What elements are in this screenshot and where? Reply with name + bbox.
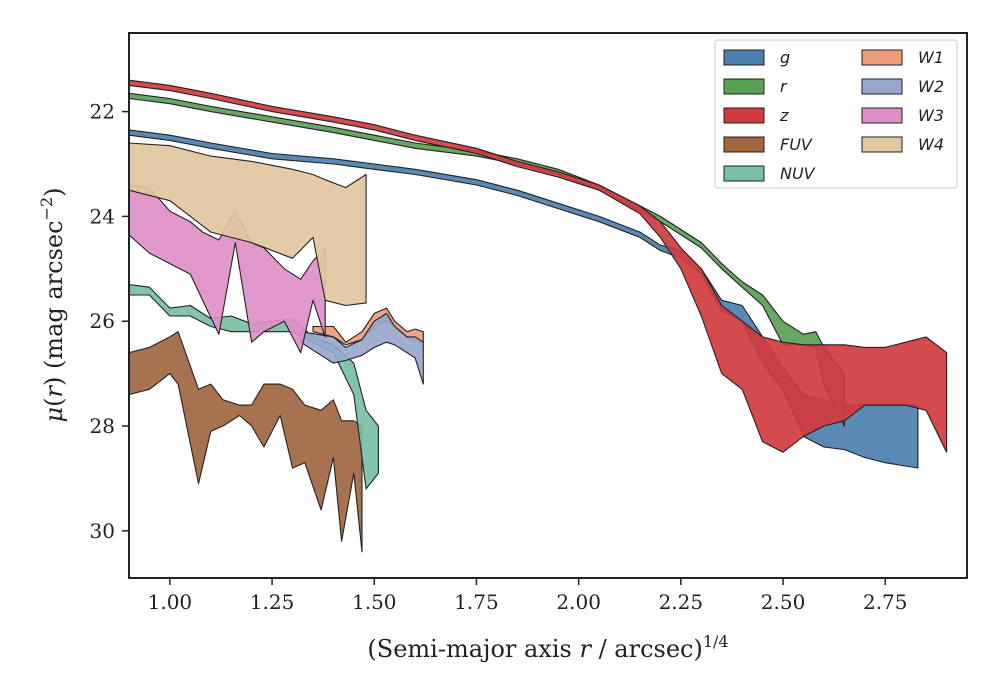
band-w3 xyxy=(128,184,326,354)
legend-swatch-w2 xyxy=(861,78,903,95)
y-tick-label: 22 xyxy=(90,100,115,124)
legend-swatch-z xyxy=(723,107,765,124)
legend-label-g: g xyxy=(780,48,790,67)
band-r xyxy=(128,92,845,427)
legend-swatch-w1 xyxy=(861,49,903,66)
legend-label-fuv: FUV xyxy=(780,135,813,154)
x-tick-label: 2.50 xyxy=(761,590,806,614)
band-fuv xyxy=(128,331,363,553)
x-axis-label: (Semi-major axis r / arcsec)1/4 xyxy=(367,632,728,663)
legend-swatch-nuv xyxy=(723,165,765,182)
legend-label-w2: W2 xyxy=(918,77,944,96)
x-tick-label: 1.50 xyxy=(352,590,397,614)
legend-swatch-w4 xyxy=(861,136,903,153)
bands-layer xyxy=(128,79,948,553)
y-tick-label: 28 xyxy=(90,414,115,438)
legend-label-nuv: NUV xyxy=(780,164,816,183)
legend-swatch-r xyxy=(723,78,765,95)
legend-swatch-fuv xyxy=(723,136,765,153)
legend-label-z: z xyxy=(779,106,789,125)
plot-frame xyxy=(128,32,968,579)
y-tick-label: 24 xyxy=(90,204,115,228)
x-axis-ticks: 1.00 1.25 1.50 1.75 2.00 2.25 2.50 2.75 xyxy=(148,578,908,614)
band-z xyxy=(128,79,948,453)
y-tick-label: 30 xyxy=(90,519,115,543)
band-g xyxy=(128,129,919,469)
x-tick-label: 2.25 xyxy=(659,590,704,614)
x-tick-label: 1.75 xyxy=(454,590,499,614)
y-axis-ticks: 22 24 26 28 30 xyxy=(90,100,129,543)
y-tick-label: 26 xyxy=(90,309,115,333)
legend: grz FUV NUV W1 W2 W3 W4 xyxy=(714,39,958,189)
legend-swatch-w3 xyxy=(861,107,903,124)
y-axis-label: μ(r) (mag arcsec−2) xyxy=(37,187,68,422)
x-tick-label: 1.25 xyxy=(250,590,295,614)
x-tick-label: 2.75 xyxy=(863,590,908,614)
band-w2 xyxy=(300,312,424,385)
x-tick-label: 1.00 xyxy=(148,590,193,614)
legend-label-w4: W4 xyxy=(918,135,944,154)
legend-label-r: r xyxy=(780,77,788,96)
band-w4 xyxy=(128,142,367,307)
legend-label-w3: W3 xyxy=(918,106,944,125)
x-tick-label: 2.00 xyxy=(556,590,601,614)
legend-label-w1: W1 xyxy=(918,48,944,67)
legend-swatch-g xyxy=(723,49,765,66)
